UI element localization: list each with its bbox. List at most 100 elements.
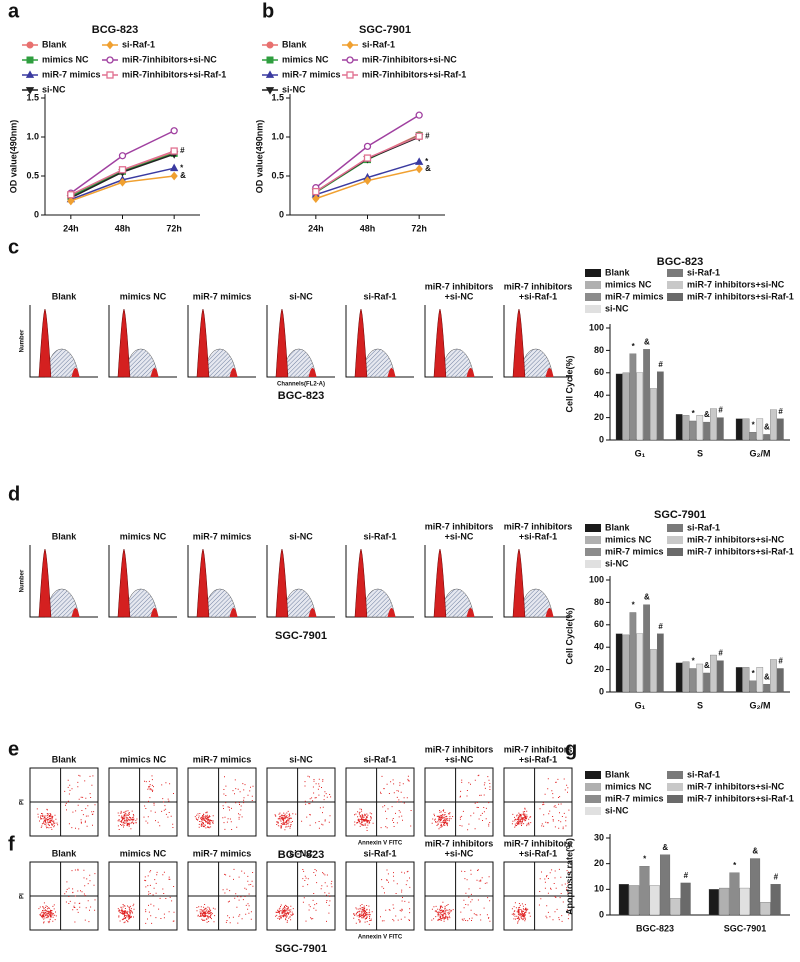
bar bbox=[650, 388, 657, 441]
sample-label: Blank bbox=[52, 531, 78, 541]
panel-letter: f bbox=[8, 833, 15, 855]
marker bbox=[26, 41, 34, 49]
sample-label: +si-NC bbox=[445, 848, 474, 858]
bar bbox=[770, 884, 781, 916]
bar bbox=[770, 659, 777, 693]
legend-label: mimics NC bbox=[42, 54, 89, 64]
bar bbox=[675, 414, 683, 441]
marker bbox=[170, 127, 178, 135]
significance-mark: # bbox=[718, 406, 723, 415]
marker bbox=[67, 196, 75, 206]
panel-letter: b bbox=[262, 0, 274, 22]
legend-swatch bbox=[585, 293, 601, 301]
legend-swatch bbox=[585, 281, 601, 289]
y-axis-label: Cell Cycle(%) bbox=[564, 355, 574, 412]
legend-label: miR-7 inhibitors+si-NC bbox=[687, 279, 785, 289]
legend-label: miR-7 inhibitors+si-NC bbox=[687, 781, 785, 791]
bar bbox=[710, 408, 717, 441]
marker bbox=[118, 152, 127, 160]
significance-mark: # bbox=[658, 622, 663, 631]
marker bbox=[118, 177, 127, 187]
sample-label: mimics NC bbox=[120, 531, 167, 541]
chart-title: BCG-823 bbox=[92, 24, 138, 36]
sample-label: Blank bbox=[52, 848, 78, 858]
x-axis-label: Annexin V FITC bbox=[358, 841, 403, 847]
marker bbox=[363, 142, 372, 151]
sample-label: miR-7 mimics bbox=[193, 848, 252, 858]
sample-label: mimics NC bbox=[120, 754, 167, 764]
significance-mark: * bbox=[692, 657, 696, 666]
hist-g2-peak bbox=[229, 368, 238, 377]
sample-label: miR-7 mimics bbox=[193, 531, 252, 541]
x-tick-label: G₁ bbox=[635, 700, 646, 710]
hist-g2-peak bbox=[387, 368, 396, 377]
significance-mark: & bbox=[644, 337, 650, 346]
bar bbox=[739, 887, 750, 916]
legend-label: Blank bbox=[605, 522, 631, 532]
significance-mark: # bbox=[778, 407, 783, 416]
dot-cloud bbox=[431, 774, 491, 831]
bar bbox=[776, 418, 784, 441]
sample-label: si-Raf-1 bbox=[363, 531, 396, 541]
y-tick-label: 1.0 bbox=[26, 131, 39, 141]
x-tick-label: 72h bbox=[411, 223, 427, 233]
x-tick-label: BGC-823 bbox=[636, 923, 674, 933]
legend-swatch bbox=[585, 807, 601, 815]
legend-swatch bbox=[585, 536, 601, 544]
marker bbox=[415, 132, 423, 140]
legend-label: miR-7inhibitors+si-NC bbox=[362, 54, 457, 64]
legend-swatch bbox=[667, 771, 683, 779]
legend-swatch bbox=[667, 783, 683, 791]
legend-label: Blank bbox=[42, 39, 68, 49]
bar bbox=[696, 663, 704, 693]
bar bbox=[636, 372, 644, 441]
marker bbox=[106, 40, 114, 50]
sample-label: miR-7 mimics bbox=[193, 754, 252, 764]
y-tick-label: 0 bbox=[279, 209, 284, 219]
y-tick-label: 1.5 bbox=[271, 92, 284, 102]
legend-label: miR-7 inhibitors+si-Raf-1 bbox=[687, 291, 794, 301]
significance-mark: * bbox=[752, 420, 756, 429]
legend-swatch bbox=[585, 305, 601, 313]
legend-swatch bbox=[667, 269, 683, 277]
bar bbox=[756, 418, 764, 441]
hist-g1-peak bbox=[354, 308, 368, 378]
bar bbox=[749, 432, 757, 441]
sample-label: +si-Raf-1 bbox=[519, 291, 557, 301]
legend-swatch bbox=[585, 560, 601, 568]
significance-mark: & bbox=[644, 593, 650, 602]
sample-label: +si-NC bbox=[445, 531, 474, 541]
bar bbox=[749, 680, 757, 693]
legend-swatch bbox=[667, 536, 683, 544]
marker bbox=[170, 163, 179, 172]
sample-label: si-Raf-1 bbox=[363, 848, 396, 858]
y-tick-label: 100 bbox=[589, 574, 604, 584]
legend-label: si-Raf-1 bbox=[687, 267, 720, 277]
bar bbox=[719, 887, 730, 916]
marker bbox=[170, 147, 178, 155]
panel-letter: e bbox=[8, 738, 19, 760]
significance-mark: & bbox=[704, 661, 710, 670]
bar bbox=[643, 604, 650, 693]
x-axis-label: Channels(FL2-A) bbox=[277, 382, 325, 388]
hist-g1-peak bbox=[38, 308, 52, 378]
hist-g1-peak bbox=[433, 548, 447, 618]
y-tick-label: 20 bbox=[594, 858, 604, 868]
sample-label: miR-7 inhibitors bbox=[504, 281, 573, 291]
bar bbox=[682, 415, 690, 441]
significance-mark: & bbox=[425, 164, 431, 173]
bar bbox=[622, 372, 630, 441]
significance-mark: * bbox=[632, 601, 636, 610]
significance-mark: # bbox=[425, 131, 430, 140]
y-tick-label: 30 bbox=[594, 832, 604, 842]
bar bbox=[615, 373, 623, 441]
legend-swatch bbox=[667, 524, 683, 532]
panel-caption: BGC-823 bbox=[278, 390, 324, 402]
sample-label: miR-7 inhibitors bbox=[425, 281, 494, 291]
legend-label: si-Raf-1 bbox=[362, 39, 395, 49]
x-tick-label: 24h bbox=[308, 223, 324, 233]
bar bbox=[618, 884, 629, 916]
sample-label: +si-Raf-1 bbox=[519, 848, 557, 858]
legend-swatch bbox=[585, 783, 601, 791]
bar bbox=[776, 668, 784, 693]
